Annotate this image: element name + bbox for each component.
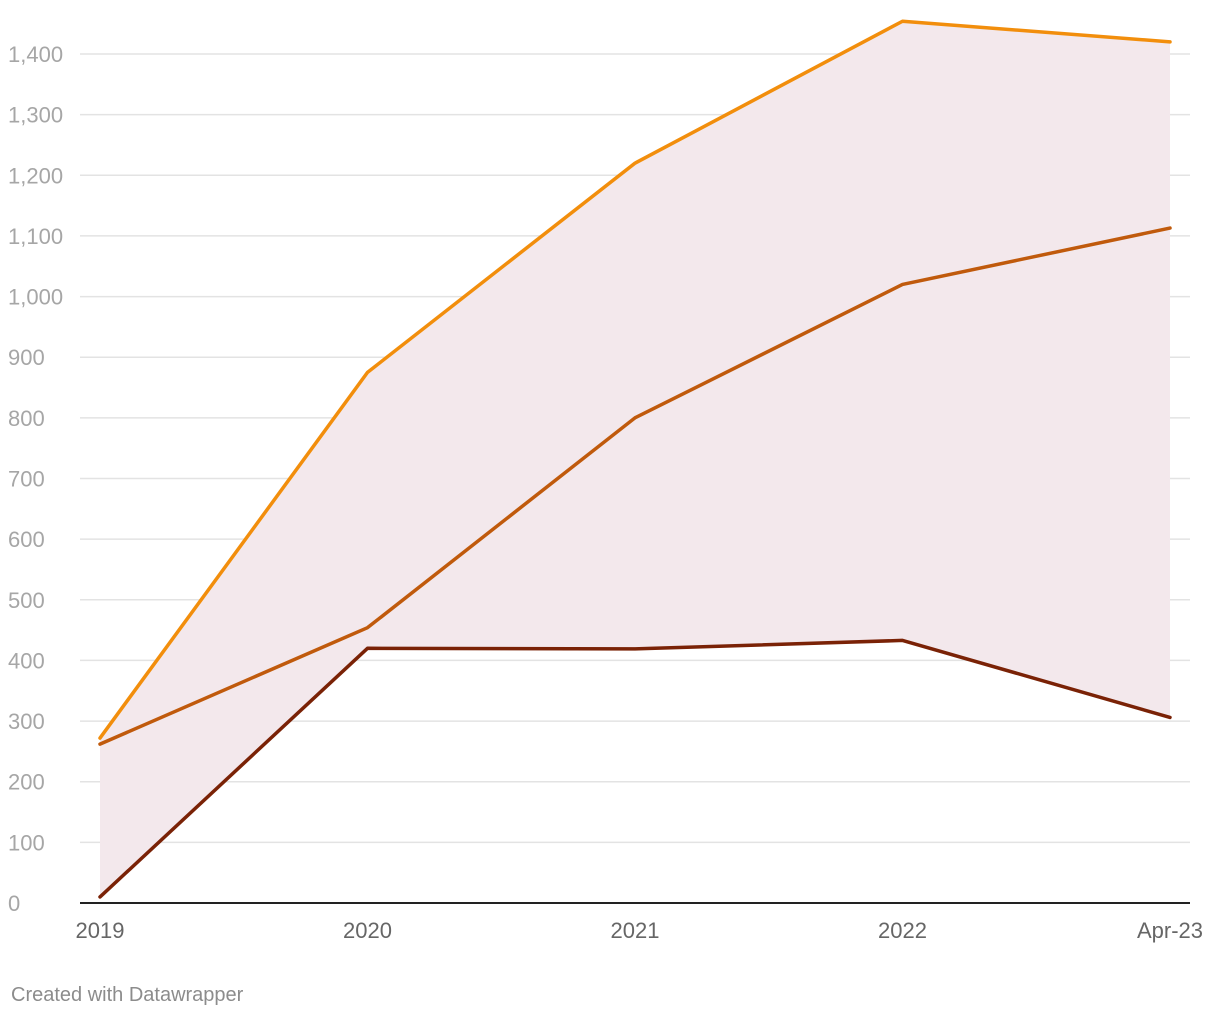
y-tick-label: 200 — [8, 770, 45, 795]
y-tick-label: 1,000 — [8, 285, 63, 310]
line-chart: 0 100 200 300 400 500 600 700 800 900 1,000 1,100 1,… — [8, 19, 1203, 943]
y-tick-label: 800 — [8, 406, 45, 431]
x-tick-label: Apr-23 — [1137, 918, 1203, 943]
series-line-2 — [98, 226, 1172, 746]
y-tick-label: 0 — [8, 891, 20, 916]
range-area-fill — [100, 21, 1170, 897]
y-axis: 0 100 200 300 400 500 600 700 800 900 1,000 1,100 1,… — [8, 42, 63, 916]
y-tick-label: 100 — [8, 830, 45, 855]
y-tick-label: 1,400 — [8, 42, 63, 67]
x-tick-label: 2022 — [878, 918, 927, 943]
range-area — [100, 21, 1170, 897]
y-tick-label: 700 — [8, 467, 45, 492]
y-tick-label: 400 — [8, 648, 45, 673]
y-tick-label: 600 — [8, 527, 45, 552]
y-tick-label: 300 — [8, 709, 45, 734]
series-line-1 — [98, 19, 1172, 740]
x-axis: 2019 2020 2021 2022 Apr-23 — [76, 902, 1203, 943]
y-tick-label: 1,100 — [8, 224, 63, 249]
series-line-3 — [98, 638, 1172, 899]
x-tick-label: 2021 — [611, 918, 660, 943]
y-tick-label: 1,300 — [8, 103, 63, 128]
series-lines — [98, 19, 1172, 899]
y-tick-label: 1,200 — [8, 163, 63, 188]
x-tick-label: 2020 — [343, 918, 392, 943]
y-tick-label: 900 — [8, 345, 45, 370]
credit-text: Created with Datawrapper — [11, 984, 244, 1006]
x-tick-label: 2019 — [76, 918, 125, 943]
y-tick-label: 500 — [8, 588, 45, 613]
